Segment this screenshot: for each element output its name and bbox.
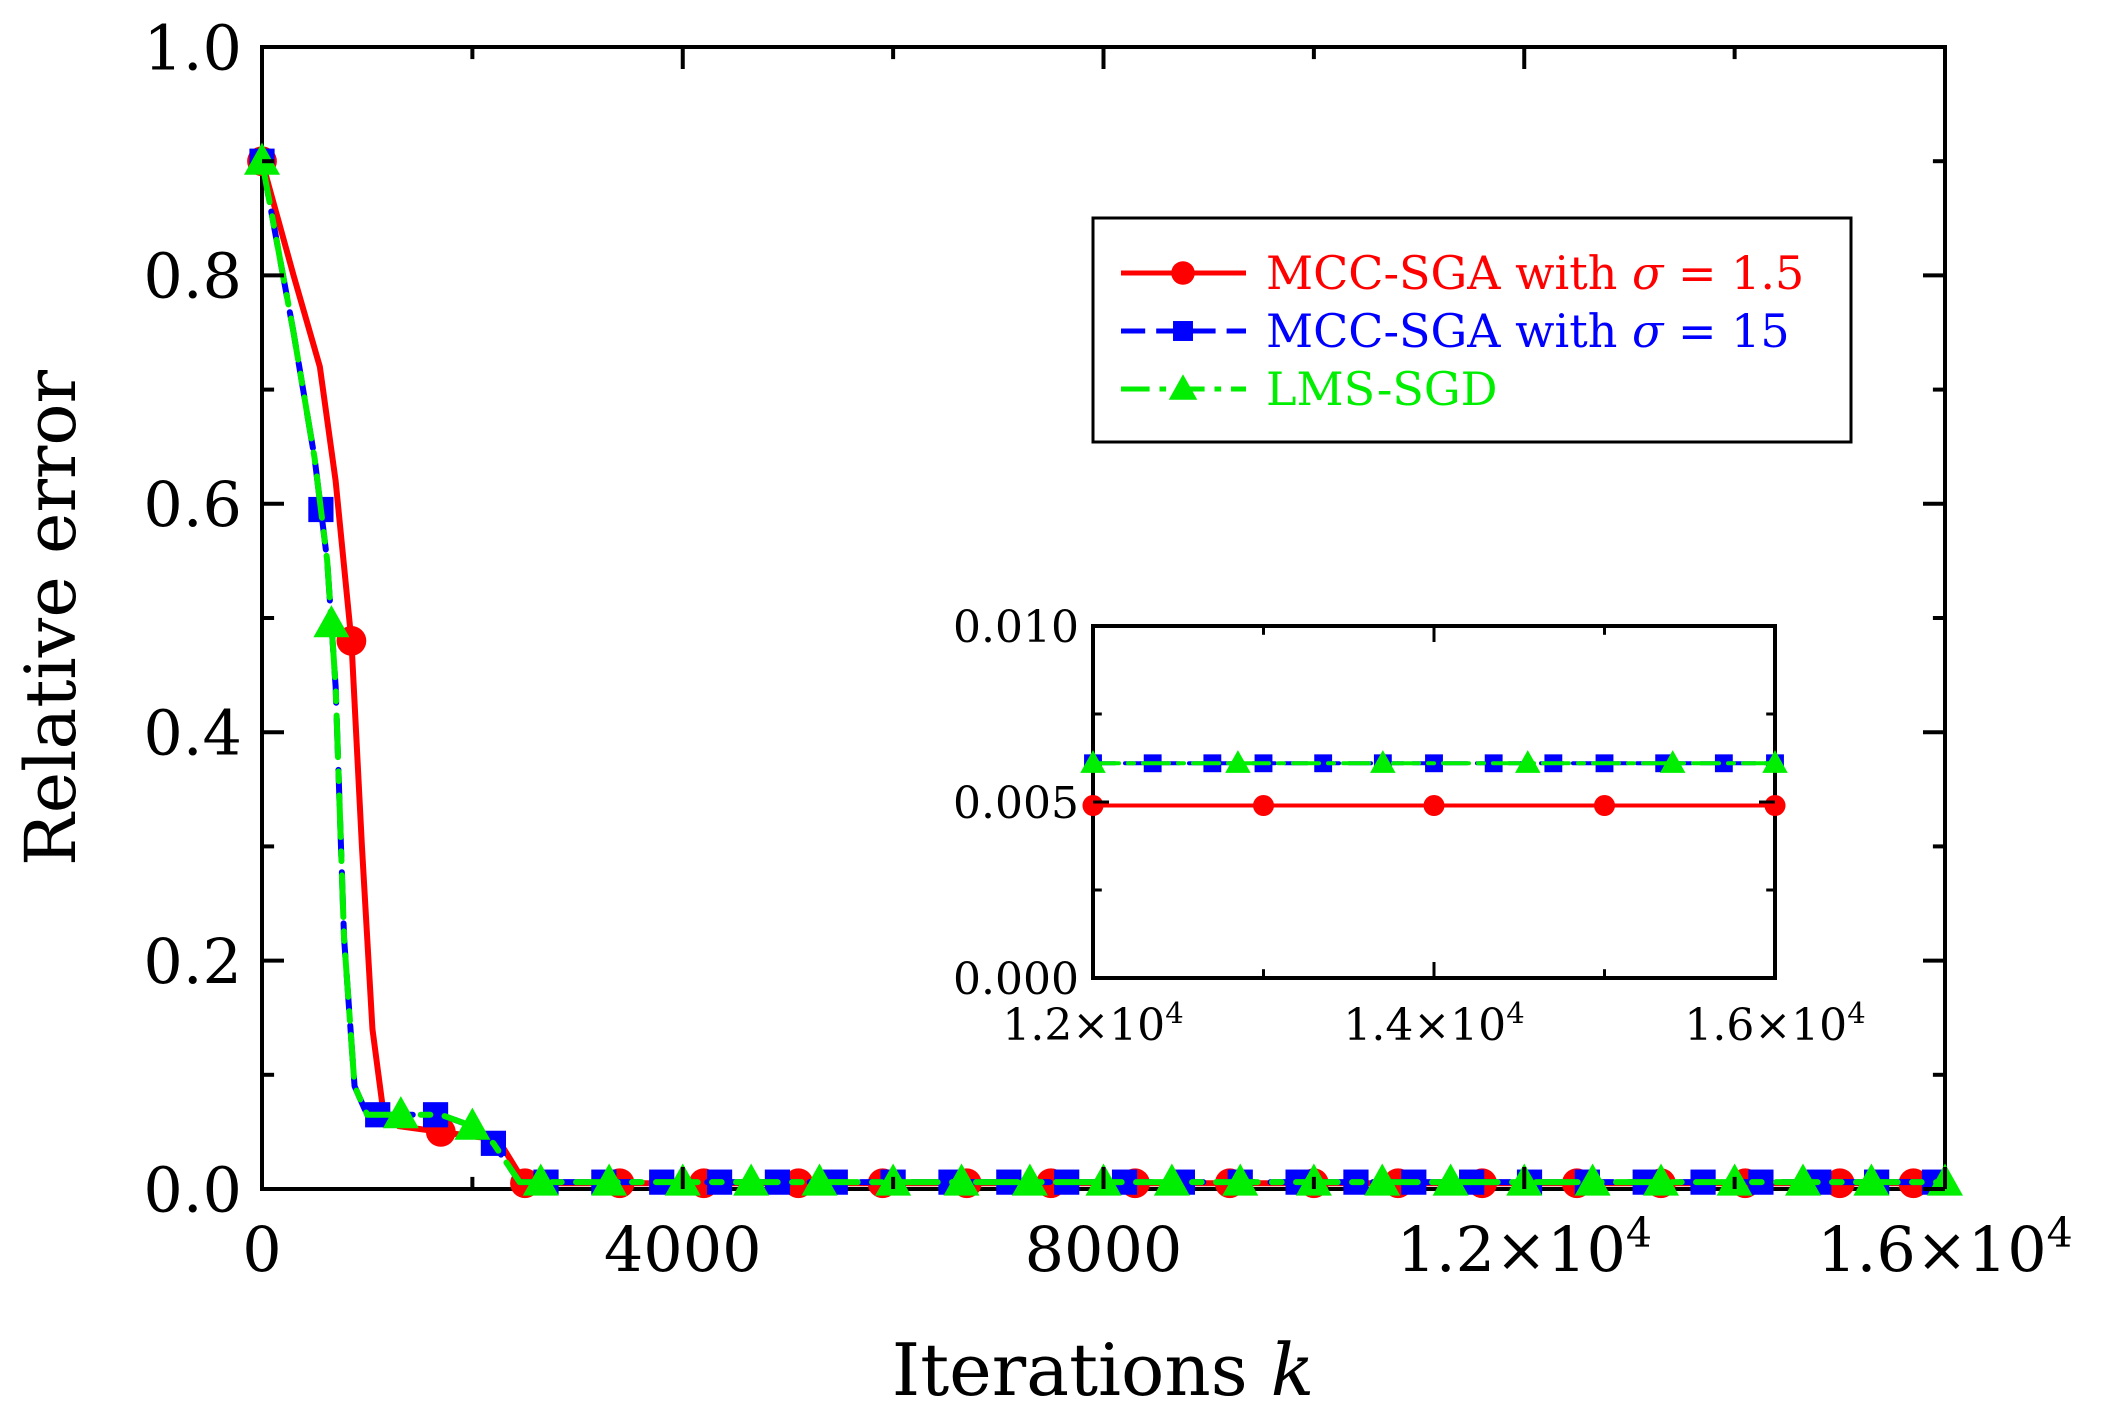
data-point-main-2-20 <box>1642 1163 1679 1196</box>
inset-chart: 1.2×104 1.4×104 1.6×104 0.000 0.005 0.010 <box>953 602 1866 1051</box>
data-point-inset-2-2 <box>1370 750 1396 773</box>
data-point-inset-2-1 <box>1225 750 1251 773</box>
data-point-main-2-23 <box>1853 1163 1890 1196</box>
x-tick-label-inset-1: 1.4×104 <box>1343 996 1524 1051</box>
data-point-main-2-2 <box>382 1096 419 1129</box>
data-point-main-2-0 <box>244 142 280 175</box>
data-point-main-2-7 <box>733 1163 770 1196</box>
x-tick-label-inset-2: 1.6×104 <box>1684 996 1865 1051</box>
x-tick-label-main-1: 4000 <box>604 1213 762 1286</box>
data-point-inset-1-11 <box>1714 754 1733 773</box>
x-tick-label-main-4: 1.6×104 <box>1817 1209 2073 1286</box>
data-point-main-2-11 <box>1011 1163 1048 1196</box>
legend-marker-1 <box>1173 321 1193 341</box>
y-tick-label-inset-1: 0.005 <box>953 778 1079 829</box>
legend-box <box>1091 216 1853 444</box>
y-tick-label-main-0: 0.0 <box>143 1153 242 1226</box>
data-point-main-2-3 <box>454 1107 491 1140</box>
data-point-inset-0-4 <box>1764 794 1786 817</box>
y-tick-label-inset-2: 0.010 <box>953 602 1079 653</box>
y-tick-label-main-3: 0.6 <box>143 468 242 541</box>
y-tick-label-main-2: 0.4 <box>143 697 242 770</box>
data-point-main-2-13 <box>1153 1163 1190 1196</box>
data-point-main-2-5 <box>591 1163 628 1196</box>
legend-item-2: LMS-SGD <box>1121 362 1498 416</box>
data-point-inset-2-0 <box>1080 750 1106 773</box>
x-tick-label-main-3: 1.2×104 <box>1396 1209 1652 1286</box>
data-point-main-2-1 <box>313 605 350 638</box>
data-point-main-2-14 <box>1222 1163 1259 1196</box>
legend-label-1: MCC-SGA with σ = 15 <box>1266 304 1790 358</box>
data-point-main-2-8 <box>801 1163 838 1196</box>
legend-item-0: MCC-SGA with σ = 1.5 <box>1121 246 1804 300</box>
y-axis-label: Relative error <box>10 369 92 865</box>
y-tick-label-main-4: 0.8 <box>143 240 242 313</box>
legend-item-1: MCC-SGA with σ = 15 <box>1121 304 1790 358</box>
x-tick-label-main-2: 8000 <box>1025 1213 1183 1286</box>
data-point-inset-0-0 <box>1082 794 1104 817</box>
data-point-inset-2-5 <box>1762 750 1788 773</box>
series-inset-2 <box>1080 750 1788 773</box>
legend-marker-2 <box>1168 374 1198 400</box>
data-point-inset-2-3 <box>1515 750 1541 773</box>
legend-marker-0 <box>1171 261 1195 285</box>
x-tick-label-inset-0: 1.2×104 <box>1002 996 1183 1051</box>
data-point-inset-1-4 <box>1314 754 1333 773</box>
y-tick-label-main-1: 0.2 <box>143 925 242 998</box>
series-inset-0 <box>1082 794 1786 817</box>
series-line-main-2 <box>259 158 1948 1186</box>
data-point-main-2-17 <box>1432 1163 1469 1196</box>
y-tick-label-inset-0: 0.000 <box>953 954 1079 1005</box>
data-point-inset-2-4 <box>1659 750 1686 773</box>
data-point-main-2-22 <box>1784 1163 1821 1196</box>
data-point-inset-0-2 <box>1423 794 1445 817</box>
legend-label-0: MCC-SGA with σ = 1.5 <box>1266 246 1804 300</box>
legend-label-2: LMS-SGD <box>1266 362 1498 416</box>
x-tick-label-main-0: 0 <box>242 1213 281 1286</box>
data-point-main-2-19 <box>1574 1163 1611 1196</box>
data-point-main-2-16 <box>1364 1163 1401 1196</box>
data-point-inset-0-1 <box>1252 794 1275 817</box>
data-point-inset-0-3 <box>1593 794 1616 817</box>
x-axis-label: Iterations k <box>892 1328 1315 1412</box>
y-tick-label-main-5: 1.0 <box>143 11 242 84</box>
data-point-main-2-10 <box>943 1163 980 1196</box>
data-point-main-2-4 <box>522 1163 559 1196</box>
